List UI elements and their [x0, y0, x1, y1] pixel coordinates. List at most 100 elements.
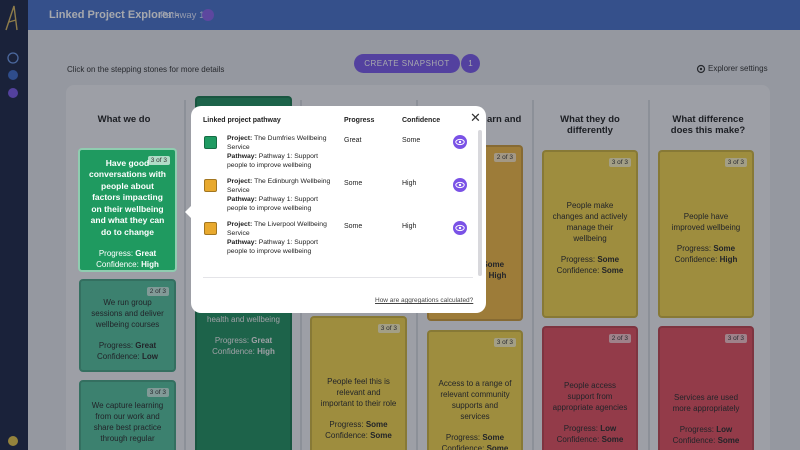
project-color: [204, 179, 217, 192]
project-color: [204, 136, 217, 149]
progress-label: Progress:: [560, 255, 596, 264]
confidence-value: Some: [370, 431, 392, 440]
pathway-label: Pathway:: [227, 196, 257, 203]
confidence-line: Confidence: Some: [557, 265, 624, 276]
card-badge: 2 of 3: [608, 334, 631, 343]
card-text: People make changes and actively manage …: [552, 201, 628, 243]
confidence-line: Confidence: High: [96, 259, 159, 270]
confidence-value: High: [488, 271, 507, 280]
confidence-label: Confidence:: [556, 435, 600, 444]
pathway-line: Pathway: Pathway 1: Support people to im…: [227, 239, 332, 256]
sidebar-icons: [5, 5, 19, 446]
progress-label: Progress:: [679, 425, 714, 434]
column-title: arn and: [487, 114, 522, 125]
confidence-line: Confidence: Some: [557, 434, 624, 445]
eye-icon: [455, 224, 465, 232]
progress-line: Progress: Great: [99, 248, 156, 259]
project-color: [204, 222, 217, 235]
card-text: We capture learning from our work and sh…: [91, 401, 164, 443]
project-name: The Liverpool Wellbeing Service: [227, 221, 327, 237]
project-label: Project:: [227, 135, 253, 142]
card-badge: 3 of 3: [724, 158, 747, 167]
stepping-stone[interactable]: 3 of 3 People have improved wellbeing Prog…: [658, 150, 754, 318]
card-text: We run group sessions and deliver wellbe…: [91, 298, 164, 329]
confidence-line: Confidence: Low: [97, 351, 158, 362]
eye-icon: [455, 138, 465, 146]
stepping-stone[interactable]: 2 of 3 We run group sessions and deliver …: [79, 279, 176, 372]
confidence-value: High: [257, 347, 275, 356]
progress-value: Some: [482, 433, 505, 442]
modal-header: Linked project pathway: [203, 117, 281, 124]
card-text: People access support from appropriate a…: [552, 381, 628, 412]
aggregation-link[interactable]: How are aggregations calculated?: [375, 297, 474, 304]
progress-label: Progress:: [98, 249, 134, 259]
card-text: health and wellbeing: [207, 315, 280, 324]
confidence-label: Confidence:: [674, 255, 718, 264]
stepping-stone[interactable]: 3 of 3 Have good conversations with peopl…: [78, 148, 177, 272]
card-badge: 3 of 3: [493, 338, 516, 347]
view-button[interactable]: [453, 135, 467, 149]
pathway-label: Pathway:: [227, 153, 257, 160]
view-button[interactable]: [453, 178, 467, 192]
row-confidence: High: [402, 180, 417, 187]
close-button[interactable]: ✕: [470, 110, 481, 125]
card-badge: 3 of 3: [608, 158, 631, 167]
scrollbar[interactable]: [478, 130, 482, 276]
project-label: Project:: [227, 221, 253, 228]
column-divider: [648, 100, 650, 450]
pathway-name: Pathway 1: Support people to improve wel…: [227, 239, 319, 255]
card-text: Access to a range of relevant community …: [438, 379, 512, 421]
modal-pointer: [185, 206, 191, 218]
project-name: The Edinburgh Wellbeing Service: [227, 178, 331, 194]
confidence-label: Confidence:: [97, 352, 140, 361]
progress-label: Progress:: [676, 244, 712, 253]
row-confidence: Some: [402, 137, 421, 144]
column-divider: [532, 100, 534, 450]
confidence-label: Confidence:: [556, 266, 600, 275]
stepping-stone[interactable]: 3 of 3 We capture learning from our work …: [79, 380, 176, 450]
progress-value: Some: [482, 260, 505, 269]
card-text: People feel this is relevant and importa…: [320, 377, 397, 408]
progress-value: Some: [597, 255, 620, 264]
row-progress: Some: [344, 180, 363, 187]
settings-link[interactable]: Explorer settings: [708, 64, 768, 73]
confidence-line: Confidence: Some: [673, 435, 740, 446]
stepping-stone[interactable]: 3 of 3 Services are used more appropriate…: [658, 326, 754, 450]
instruction: Click on the stepping stones for more de…: [67, 65, 225, 74]
project-info: Project: The Liverpool Wellbeing Service…: [227, 221, 332, 256]
confidence-value: High: [719, 255, 738, 264]
confidence-line: Confidence: High: [675, 254, 738, 265]
row-progress: Some: [344, 223, 363, 230]
progress-line: Progress: Some: [329, 419, 387, 430]
view-button[interactable]: [453, 221, 467, 235]
snapshot-button[interactable]: CREATE SNAPSHOT: [354, 54, 460, 73]
progress-line: Progress: Some: [446, 432, 504, 443]
stepping-stone[interactable]: 2 of 3 People access support from appropr…: [542, 326, 638, 450]
stepping-stone[interactable]: 3 of 3 People make changes and actively m…: [542, 150, 638, 318]
modal-header: Confidence: [402, 117, 441, 124]
pathway-name: Pathway 1: Support people to improve wel…: [227, 196, 319, 212]
confidence-line: Confidence: Some: [442, 443, 509, 450]
pathway-line: Pathway: Pathway 1: Support people to im…: [227, 196, 332, 213]
pathway-line: Pathway: Pathway 1: Support people to im…: [227, 153, 332, 170]
progress-label: Progress:: [98, 341, 134, 350]
confidence-value: Some: [717, 436, 740, 445]
progress-label: Progress:: [329, 420, 364, 429]
snapshot-count[interactable]: 1: [461, 54, 480, 73]
card-badge: 2 of 3: [493, 153, 516, 162]
confidence-line: Confidence: Some: [325, 430, 392, 441]
card-badge: 3 of 3: [146, 388, 169, 397]
eye-icon: [455, 181, 465, 189]
stepping-stone[interactable]: 3 of 3 Access to a range of relevant comm…: [427, 330, 523, 450]
edit-button[interactable]: [202, 9, 214, 21]
project-line: Project: The Dumfries Wellbeing Service: [227, 135, 332, 152]
top-bar: Linked Project Explorer - Pathway 1: [28, 0, 800, 30]
modal: ✕ How are aggregations calculated? Linke…: [185, 106, 486, 313]
progress-line: Progress: Low: [680, 424, 732, 435]
progress-value: Great: [135, 341, 157, 350]
stepping-stone[interactable]: 3 of 3 People feel this is relevant and i…: [310, 316, 407, 450]
confidence-label: Confidence:: [212, 347, 255, 356]
confidence-value: Some: [601, 435, 624, 444]
column-title: What they do differently: [560, 114, 620, 136]
progress-value: Great: [251, 336, 273, 345]
